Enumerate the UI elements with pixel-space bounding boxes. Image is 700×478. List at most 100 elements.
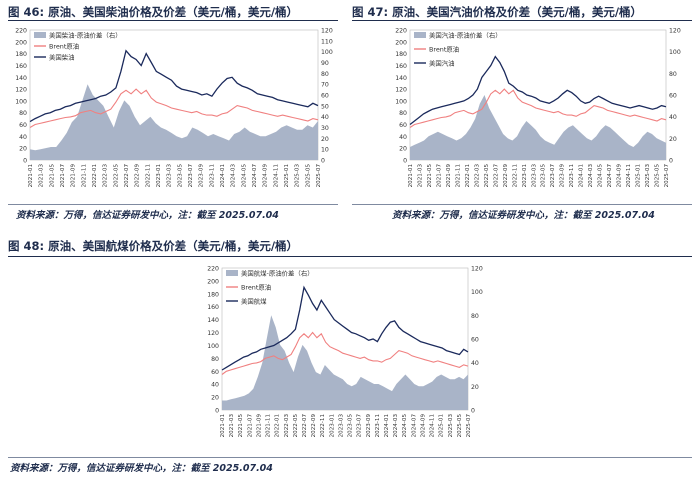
brent-line-series — [409, 88, 667, 128]
product-line-series — [29, 49, 319, 123]
y-left-tick-label: 220 — [207, 266, 219, 273]
x-tick-label: 2023-05 — [177, 164, 183, 188]
x-tick-label: 2022-11 — [320, 414, 326, 438]
x-tick-label: 2022-05 — [484, 164, 490, 188]
x-tick-label: 2024-07 — [411, 414, 417, 438]
x-tick-label: 2023-11 — [569, 164, 575, 188]
x-tick-label: 2021-11 — [266, 414, 272, 438]
x-tick-label: 2023-07 — [188, 164, 194, 188]
y-left-tick-label: 120 — [395, 87, 407, 94]
y-left-tick-label: 40 — [211, 382, 219, 389]
y-right-tick-label: 0 — [321, 158, 325, 165]
x-tick-label: 2024-07 — [607, 164, 613, 188]
x-tick-label: 2021-03 — [39, 164, 45, 188]
y-right-tick-label: 120 — [471, 266, 483, 273]
y-right-tick-label: 70 — [321, 82, 329, 89]
x-tick-label: 2023-09 — [366, 414, 372, 438]
y-left-tick-label: 160 — [207, 304, 219, 311]
legend-label: 美国汽油 — [429, 59, 455, 68]
y-left-tick-label: 80 — [399, 110, 407, 117]
y-left-tick-label: 140 — [207, 317, 219, 324]
x-tick-label: 2022-11 — [145, 164, 151, 188]
x-tick-label: 2025-05 — [655, 164, 661, 188]
figure-47-title: 图 47: 原油、美国汽油价格及价差（美元/桶，美元/桶） — [352, 4, 642, 20]
x-tick-label: 2022-09 — [311, 414, 317, 438]
y-left-tick-label: 100 — [395, 98, 407, 105]
spread-area-series — [222, 315, 468, 410]
y-right-tick-label: 60 — [471, 337, 479, 344]
spread-area-series — [30, 84, 318, 160]
x-tick-label: 2024-03 — [393, 414, 399, 438]
y-left-tick-label: 220 — [395, 28, 407, 35]
y-right-tick-label: 60 — [321, 93, 329, 100]
x-tick-label: 2021-11 — [81, 164, 87, 188]
figure-48-title: 图 48: 原油、美国航煤价格及价差（美元/桶，美元/桶） — [8, 238, 298, 254]
y-left-tick-label: 40 — [19, 134, 27, 141]
x-tick-label: 2023-03 — [167, 164, 173, 188]
figure-47-label: 图 47: — [352, 5, 389, 19]
y-left-tick-label: 220 — [15, 28, 27, 35]
figure-47-top-rule — [352, 20, 692, 21]
x-tick-label: 2022-01 — [92, 164, 98, 188]
y-right-tick-label: 120 — [669, 28, 681, 35]
y-right-tick-label: 100 — [669, 49, 681, 56]
x-tick-label: 2025-07 — [466, 414, 472, 438]
x-tick-label: 2021-11 — [455, 164, 461, 188]
x-tick-label: 2023-09 — [199, 164, 205, 188]
figure-46-source: 资料来源：万得，信达证券研发中心，注：截至 2025.07.04 — [16, 210, 279, 221]
x-tick-label: 2021-07 — [60, 164, 66, 188]
x-tick-label: 2023-05 — [348, 414, 354, 438]
x-tick-label: 2021-03 — [417, 164, 423, 188]
x-tick-label: 2025-01 — [439, 414, 445, 438]
y-right-tick-label: 120 — [321, 28, 333, 35]
y-left-tick-label: 0 — [215, 408, 219, 415]
x-tick-label: 2024-03 — [588, 164, 594, 188]
figure-48-text: 原油、美国航煤价格及价差（美元/桶，美元/桶） — [48, 239, 299, 253]
x-tick-label: 2021-05 — [427, 164, 433, 188]
x-tick-label: 2025-01 — [636, 164, 642, 188]
chart-figure-48: 0 20 40 60 80 100 120 140 160 180 200 220 0 20 40 60 80 1… — [207, 266, 483, 438]
figure-48-label: 图 48: — [8, 239, 45, 253]
brent-line-series — [29, 88, 319, 128]
x-tick-label: 2021-07 — [436, 164, 442, 188]
y-left-tick-label: 140 — [15, 75, 27, 82]
x-tick-label: 2022-09 — [135, 164, 141, 188]
y-left-tick-label: 60 — [399, 122, 407, 129]
y-left-tick-label: 0 — [403, 158, 407, 165]
y-left-tick-label: 200 — [207, 278, 219, 285]
x-tick-label: 2023-07 — [357, 414, 363, 438]
y-left-tick-label: 180 — [207, 291, 219, 298]
x-tick-label: 2021-07 — [247, 414, 253, 438]
brent-line-series — [221, 331, 469, 375]
x-tick-label: 2021-01 — [408, 164, 414, 188]
y-right-tick-label: 80 — [471, 313, 479, 320]
figure-47-bottom-rule — [352, 204, 692, 205]
x-tick-label: 2023-11 — [375, 414, 381, 438]
x-tick-label: 2021-05 — [238, 414, 244, 438]
y-right-tick-label: 20 — [321, 136, 329, 143]
x-tick-label: 2023-01 — [522, 164, 528, 188]
y-left-tick-label: 20 — [211, 395, 219, 402]
y-left-tick-label: 0 — [23, 158, 27, 165]
x-tick-label: 2025-01 — [284, 164, 290, 188]
x-tick-label: 2021-05 — [49, 164, 55, 188]
y-left-tick-label: 100 — [15, 98, 27, 105]
y-right-tick-label: 0 — [471, 408, 475, 415]
spread-area-series — [410, 95, 666, 160]
x-tick-label: 2022-01 — [275, 414, 281, 438]
x-tick-label: 2023-07 — [550, 164, 556, 188]
y-right-tick-label: 20 — [471, 384, 479, 391]
x-tick-label: 2024-11 — [430, 414, 436, 438]
x-tick-label: 2021-03 — [229, 414, 235, 438]
chart-figure-47: 0 20 40 60 80 100 120 140 160 180 200 220 0 20 40 60 80 1… — [395, 28, 681, 188]
legend-label: 美国航煤 — [241, 297, 267, 306]
x-tick-label: 2024-05 — [402, 414, 408, 438]
y-right-tick-label: 80 — [321, 71, 329, 78]
figure-47-source: 资料来源：万得，信达证券研发中心，注：截至 2025.07.04 — [392, 210, 655, 221]
x-tick-label: 2024-09 — [263, 164, 269, 188]
y-left-tick-label: 60 — [19, 122, 27, 129]
x-tick-label: 2022-03 — [474, 164, 480, 188]
x-tick-label: 2023-01 — [329, 414, 335, 438]
y-left-tick-label: 120 — [15, 87, 27, 94]
y-right-tick-label: 40 — [669, 114, 677, 121]
